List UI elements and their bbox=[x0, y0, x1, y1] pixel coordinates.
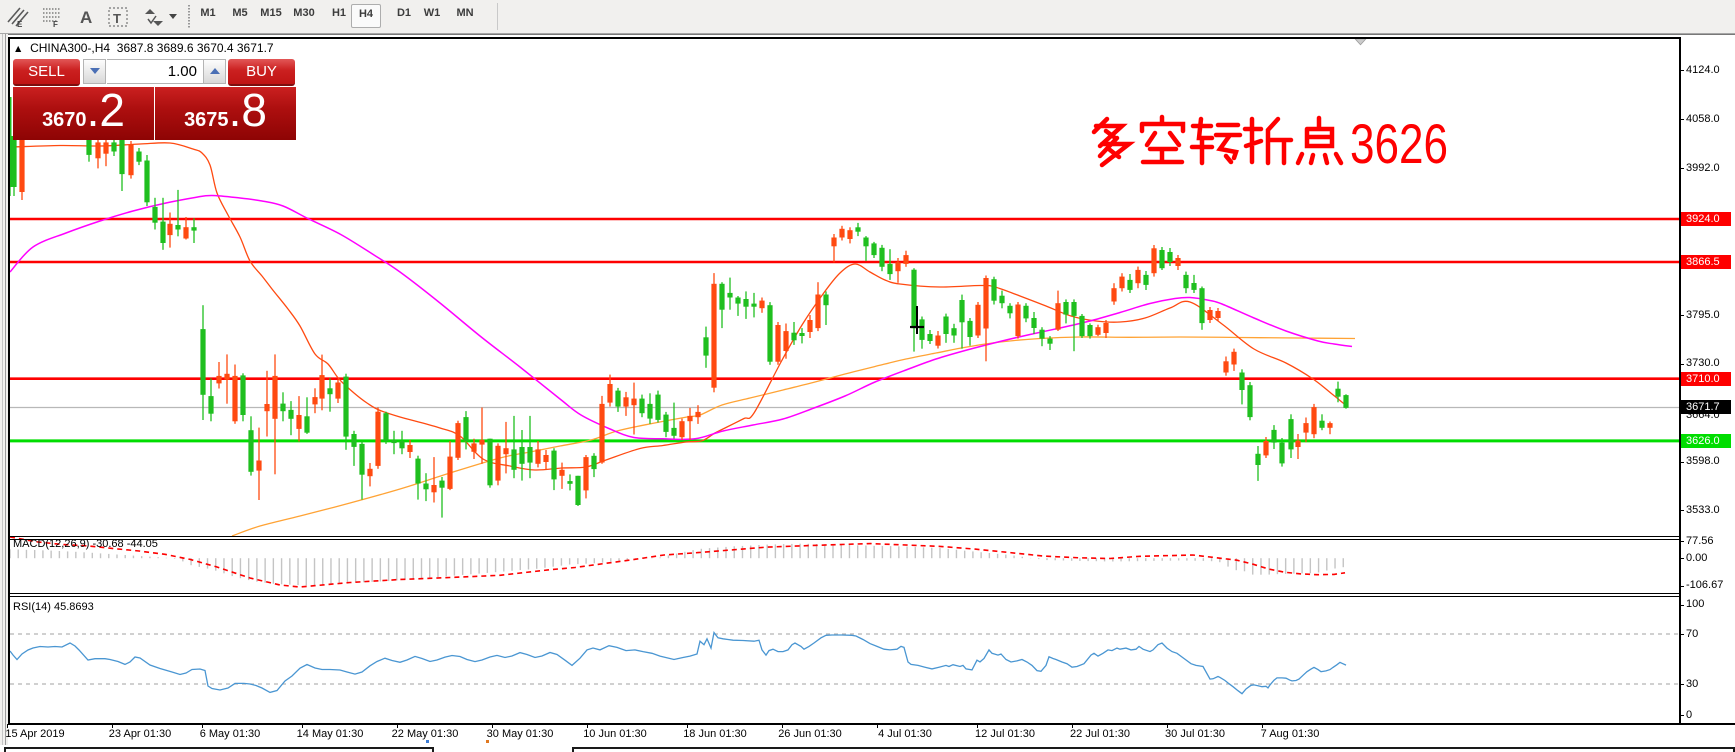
svg-text:3626: 3626 bbox=[1350, 112, 1448, 175]
svg-text:T: T bbox=[113, 11, 121, 26]
svg-text:F: F bbox=[53, 20, 58, 29]
svg-text:E: E bbox=[17, 20, 23, 29]
svg-text:A: A bbox=[80, 8, 92, 27]
